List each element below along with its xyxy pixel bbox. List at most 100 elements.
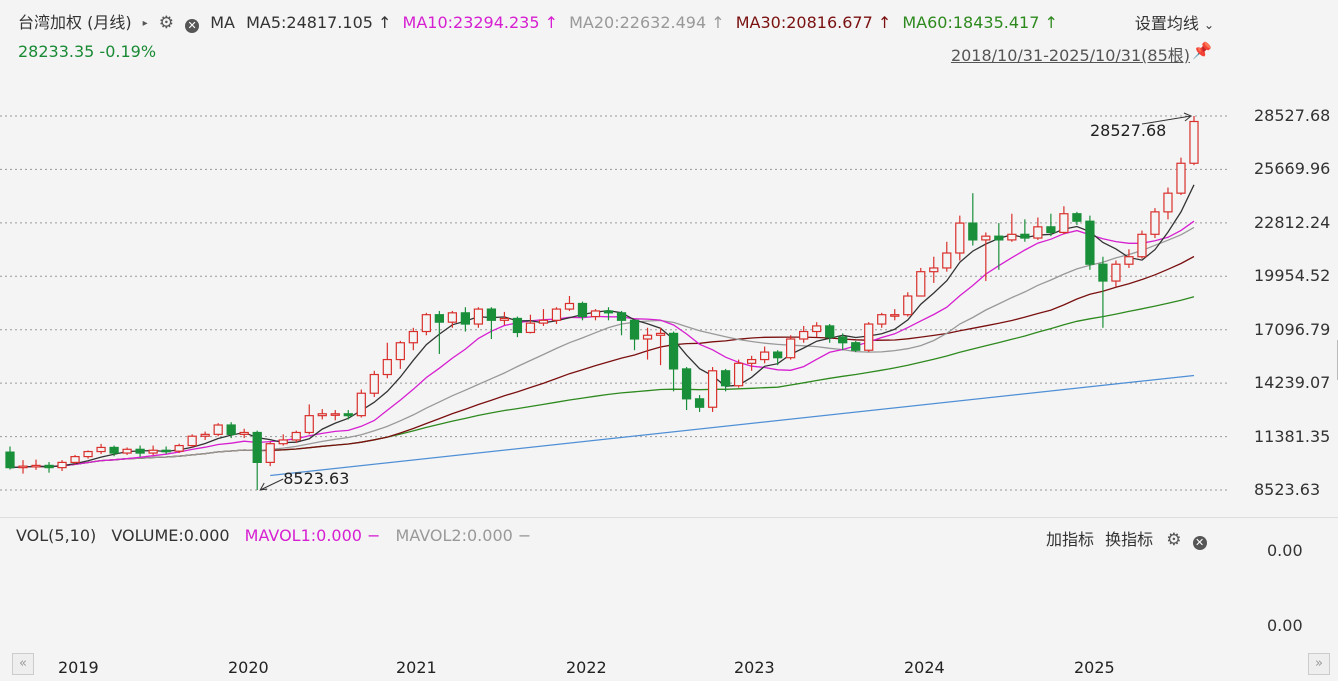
candle-body <box>551 308 562 321</box>
candle-body <box>1111 263 1121 282</box>
switch-indicator-button[interactable]: 换指标 <box>1105 530 1154 549</box>
candle-body <box>304 415 314 434</box>
ma60-value: MA60:18435.417 ↑ <box>902 13 1058 32</box>
candle-body <box>877 314 887 325</box>
candle-body <box>720 370 731 387</box>
candle-body <box>525 322 536 334</box>
ma20-line <box>9 226 1195 469</box>
candle-body <box>733 362 744 387</box>
candle-body <box>981 235 991 241</box>
candle-body <box>434 314 444 323</box>
date-range[interactable]: 2018/10/31-2025/10/31(85根) <box>950 46 1190 65</box>
x-tick-label: 2021 <box>396 658 437 677</box>
candle-body <box>213 424 223 435</box>
mavol2-value: MAVOL2:0.000 − <box>395 526 532 545</box>
candle-body <box>955 222 965 254</box>
y-tick-label: 14239.07 <box>1254 373 1331 393</box>
candle-body <box>903 295 913 316</box>
ma5-value: MA5:24817.105 ↑ <box>246 13 392 32</box>
candle-body <box>265 443 275 463</box>
ma10-line <box>9 220 1195 469</box>
ma-settings-button[interactable]: 设置均线 ⌄ <box>1135 10 1214 34</box>
min-arrow-head <box>259 482 268 491</box>
candle-body <box>291 431 301 441</box>
x-tick-label: 2019 <box>58 658 99 677</box>
candle-body <box>135 448 145 454</box>
symbol-title[interactable]: 台湾加权 (月线) <box>18 13 132 32</box>
close-icon[interactable]: ✕ <box>185 19 200 33</box>
volume-legend: VOL(5,10) VOLUME:0.000 MAVOL1:0.000 − MA… <box>16 526 541 545</box>
candle-body <box>343 413 353 417</box>
candle-body <box>96 446 106 453</box>
candle-body <box>968 222 978 241</box>
volume-tick-top: 0.00 <box>1267 541 1303 560</box>
candle-body <box>70 456 80 463</box>
indicator-tools: 加指标 换指标 ⚙ ✕ <box>1046 526 1207 550</box>
candle-body <box>122 448 132 454</box>
ma20-value: MA20:22632.494 ↑ <box>569 13 725 32</box>
candle-body <box>629 319 640 340</box>
y-tick-label: 19954.52 <box>1254 266 1331 286</box>
candle-body <box>187 435 197 447</box>
chart-header: 台湾加权 (月线) ▸ ⚙ ✕ MA MA5:24817.105 ↑ MA10:… <box>0 0 1338 80</box>
candle-body <box>239 431 249 435</box>
candle-body <box>31 464 41 468</box>
candle-body <box>1085 220 1095 265</box>
candle-body <box>994 235 1004 241</box>
candle-body <box>499 317 510 321</box>
ma10-value: MA10:23294.235 ↑ <box>402 13 559 32</box>
candle-body <box>1072 213 1082 222</box>
candle-body <box>890 314 900 317</box>
candle-body <box>1059 213 1069 234</box>
close-icon[interactable]: ✕ <box>1192 536 1207 550</box>
candle-body <box>226 424 236 435</box>
candle-body <box>655 332 666 336</box>
candle-body <box>694 398 705 408</box>
candle-body <box>447 312 458 323</box>
candle-body <box>668 332 679 370</box>
scroll-right-button[interactable]: » <box>1308 653 1330 675</box>
candle-body <box>707 370 718 408</box>
ma5-line <box>9 184 1195 469</box>
price-change: 28233.35 -0.19% <box>18 42 157 61</box>
candle-body <box>1189 120 1199 164</box>
candle-body <box>1176 162 1186 194</box>
candle-body <box>317 413 327 417</box>
min-annotation: 8523.63 <box>283 469 349 488</box>
vol-label: VOL(5,10) <box>16 526 97 545</box>
candle-body <box>460 312 471 325</box>
scroll-left-button[interactable]: « <box>12 653 34 675</box>
candle-body <box>564 302 575 310</box>
x-tick-label: 2023 <box>734 658 775 677</box>
ma-legend: 台湾加权 (月线) ▸ ⚙ ✕ MA MA5:24817.105 ↑ MA10:… <box>18 9 1064 33</box>
y-tick-label: 28527.68 <box>1254 106 1331 125</box>
ma30-value: MA30:20816.677 ↑ <box>735 13 892 32</box>
candle-body <box>642 334 653 340</box>
candle-body <box>18 465 28 469</box>
gear-icon[interactable]: ⚙ <box>1166 530 1182 550</box>
candle-body <box>1163 192 1173 213</box>
mavol1-value: MAVOL1:0.000 − <box>244 526 381 545</box>
gear-icon[interactable]: ⚙ <box>158 13 175 33</box>
candle-body <box>851 342 861 351</box>
candle-body <box>864 323 874 351</box>
pin-icon[interactable]: 📌 <box>1192 41 1212 60</box>
candle-body <box>1098 263 1108 282</box>
candle-body <box>616 312 627 321</box>
candle-body <box>356 392 366 417</box>
volume-value: VOLUME:0.000 <box>111 526 230 545</box>
expand-triangle-icon[interactable]: ▸ <box>142 18 148 29</box>
candle-body <box>773 351 783 359</box>
candle-body <box>278 439 288 445</box>
candle-body <box>942 252 952 269</box>
candle-body <box>83 450 93 458</box>
y-tick-label: 8523.63 <box>1254 480 1321 499</box>
x-tick-label: 2024 <box>904 658 945 677</box>
candle-body <box>161 449 171 453</box>
y-tick-label: 11381.35 <box>1254 426 1331 446</box>
candle-body <box>681 368 692 400</box>
candle-body <box>1007 233 1017 241</box>
add-indicator-button[interactable]: 加指标 <box>1046 530 1095 549</box>
candle-body <box>799 330 809 340</box>
max-arrow-head <box>1183 112 1192 122</box>
